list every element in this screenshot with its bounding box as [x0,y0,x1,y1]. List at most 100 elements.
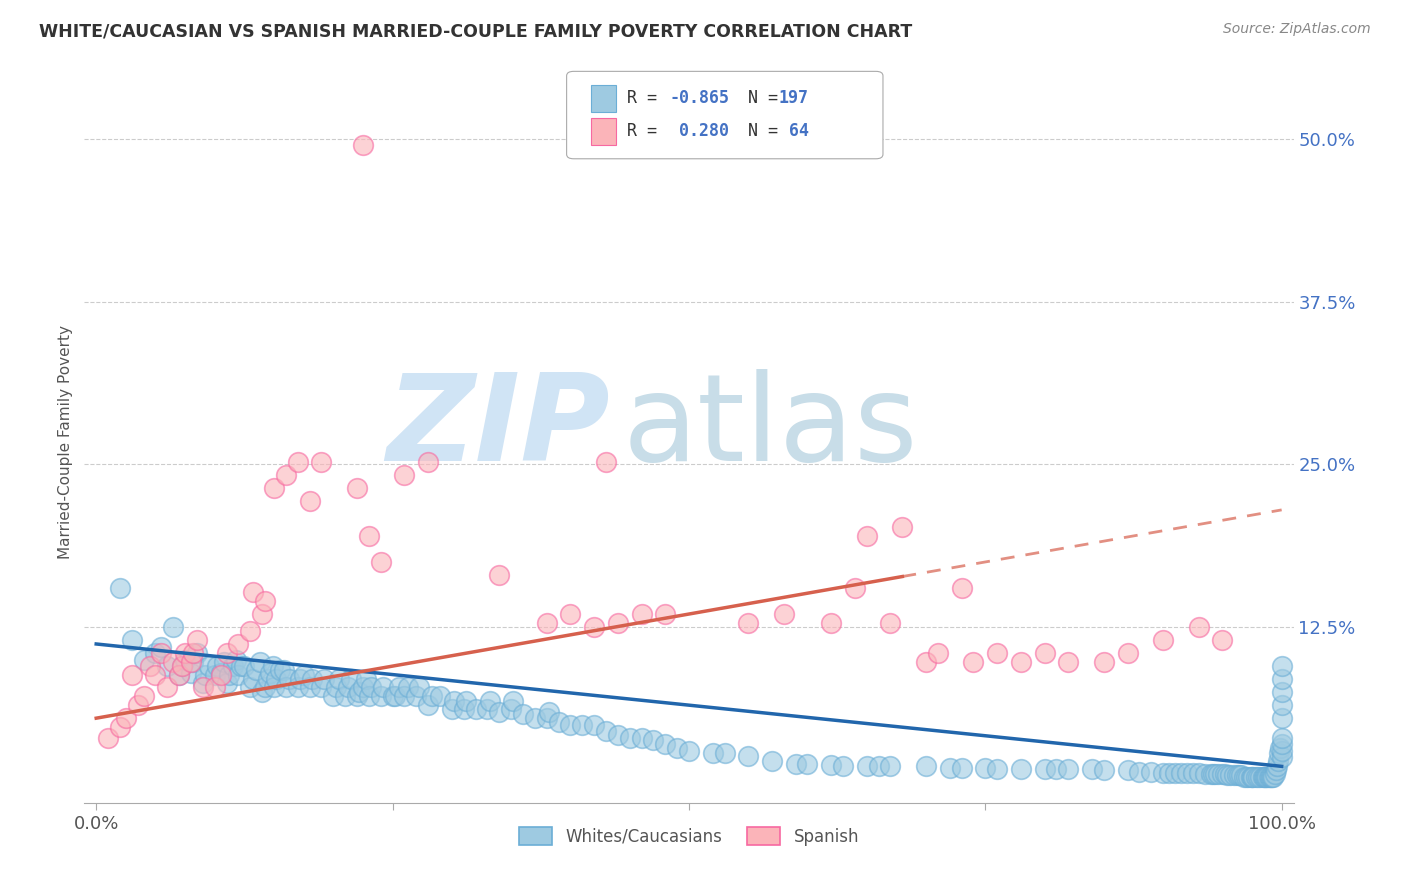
Point [301,672,323,686]
Point [253,594,276,608]
Point [1230,768,1253,782]
Point [1270,741,1292,756]
Point [356,672,378,686]
Point [1164,765,1187,780]
Text: 197: 197 [779,89,808,107]
Point [266,672,288,686]
Point [630,607,652,621]
Point [1256,770,1278,784]
Point [606,616,628,631]
Point [228,637,250,651]
Point [1271,731,1294,745]
Point [1033,646,1056,660]
Point [1152,765,1174,780]
Point [108,720,131,734]
Point [950,761,973,775]
Point [287,455,309,469]
Text: R =: R = [627,122,666,140]
Point [183,655,205,669]
Point [429,689,451,703]
Point [560,607,582,621]
Point [1251,770,1274,784]
Point [1175,765,1198,780]
Point [1271,685,1294,699]
Point [454,694,477,708]
Point [1188,765,1211,780]
Point [215,676,238,690]
Point [477,702,499,716]
Point [1157,765,1180,780]
Point [560,717,582,731]
Point [1244,770,1267,784]
Point [1261,770,1284,784]
Point [170,659,193,673]
Point [820,758,842,772]
Point [180,655,202,669]
Point [1188,620,1211,634]
Point [278,672,301,686]
Point [194,668,217,682]
Point [394,689,416,703]
Point [156,659,179,673]
Point [1271,711,1294,725]
Point [215,646,238,660]
Point [950,581,973,595]
Point [225,652,247,666]
Point [115,711,138,725]
Point [1256,770,1278,784]
Point [488,568,510,582]
Point [1247,770,1270,784]
Point [174,646,197,660]
Point [371,680,394,694]
Point [405,689,427,703]
Point [191,676,214,690]
Point [183,646,205,660]
Point [370,689,392,703]
Point [333,689,356,703]
Point [212,655,235,669]
Point [502,694,524,708]
Point [1265,759,1288,773]
Point [357,529,380,543]
Point [1227,768,1250,782]
Point [440,702,463,716]
Point [1116,764,1139,778]
Point [250,607,273,621]
Point [233,659,256,673]
Point [1010,762,1032,776]
Point [250,685,273,699]
Point [121,633,143,648]
Point [257,672,280,686]
Point [1211,767,1233,781]
Point [820,616,842,631]
Point [288,672,311,686]
Point [1218,768,1240,782]
Point [370,555,392,569]
Point [583,717,606,731]
Point [737,616,759,631]
Text: R =: R = [627,89,666,107]
Point [253,680,276,694]
Point [464,702,486,716]
Point [1234,770,1257,784]
Point [218,668,240,682]
Point [1257,770,1279,784]
Point [242,672,264,686]
Text: -0.865: -0.865 [669,89,730,107]
Point [879,759,901,773]
Point [387,680,409,694]
Point [242,585,264,599]
Point [1194,767,1216,781]
Point [595,455,617,469]
Point [138,659,160,673]
Point [761,754,783,768]
Point [274,680,297,694]
Point [198,659,221,673]
Point [352,138,374,153]
Point [239,680,262,694]
Point [702,747,724,761]
Point [156,680,179,694]
Point [443,694,465,708]
Point [536,711,558,725]
Point [1249,770,1271,784]
